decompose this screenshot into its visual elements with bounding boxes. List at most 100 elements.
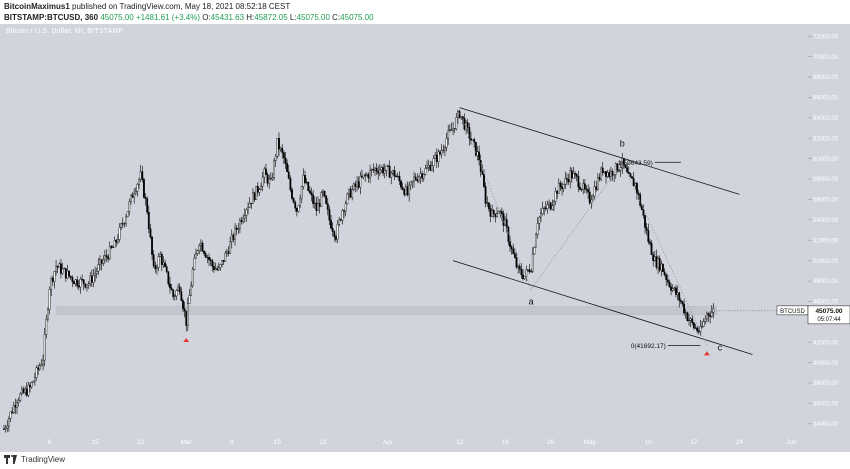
candle-body — [308, 190, 311, 194]
candle-body — [7, 418, 10, 427]
candle-body — [99, 259, 101, 265]
ohlc-row: BITSTAMP:BTCUSD, 360 45075.00 +1481.61 (… — [4, 12, 374, 23]
candle-body — [699, 326, 702, 333]
candle-body — [406, 186, 409, 195]
candle-body — [357, 181, 360, 188]
channel-lower-line[interactable] — [452, 260, 753, 355]
author-name[interactable]: BitcoinMaximus1 — [4, 2, 70, 11]
candle-body — [574, 173, 576, 175]
candle-body — [457, 111, 459, 118]
price-axis[interactable] — [808, 24, 850, 452]
candle-body — [242, 217, 245, 223]
candle-body — [496, 213, 498, 217]
candle-body — [260, 185, 262, 190]
candle-body — [489, 208, 492, 217]
candle-body — [541, 208, 544, 214]
candle-body — [538, 216, 541, 224]
candle-body — [569, 170, 572, 183]
price-tag[interactable] — [807, 305, 850, 325]
candle-body — [662, 263, 664, 272]
y-tick-label: 48000.00 — [813, 279, 839, 285]
candle-body — [295, 208, 298, 212]
candle-body — [281, 147, 284, 153]
candle-body — [658, 258, 661, 271]
y-tick-label: 68000.00 — [813, 75, 839, 81]
candle-body — [616, 163, 619, 172]
candle-body — [300, 186, 303, 200]
candle-body — [527, 269, 529, 271]
time-axis[interactable] — [0, 432, 808, 452]
candle-body — [670, 286, 672, 291]
candle-body — [518, 266, 521, 270]
candle-body — [592, 195, 594, 201]
candle-body — [6, 425, 9, 429]
tradingview-logo[interactable]: TradingView — [4, 455, 65, 464]
candle-body — [554, 191, 557, 202]
candle-body — [126, 211, 129, 218]
candle-body — [671, 288, 674, 291]
candle-body — [35, 367, 38, 378]
candle-body — [377, 170, 380, 174]
candle-body — [156, 267, 158, 270]
candle-body — [125, 216, 127, 224]
candle-body — [675, 287, 677, 295]
candle-body — [383, 170, 386, 174]
candle-body — [492, 209, 495, 215]
candle-body — [51, 278, 54, 282]
candle-body — [689, 318, 692, 321]
candle-body — [692, 322, 695, 329]
candle-body — [30, 382, 33, 388]
candle-body — [95, 271, 98, 274]
x-tick-label: 19 — [502, 439, 510, 446]
candle-body — [421, 173, 424, 179]
low-marker-arrow[interactable] — [183, 338, 190, 343]
candle-body — [143, 179, 145, 198]
candle-body — [320, 192, 323, 207]
candle-body — [614, 163, 617, 175]
header-change: +1481.61 (+3.4%) — [135, 13, 200, 22]
low-marker-arrow[interactable] — [703, 351, 710, 356]
candle-body — [352, 183, 355, 190]
candle-body — [427, 165, 430, 168]
candle-body — [450, 129, 453, 131]
y-tick-label: 40000.00 — [813, 361, 839, 367]
candle-body — [349, 188, 352, 198]
candle-body — [688, 319, 690, 321]
candle-body — [172, 289, 175, 297]
candle-body — [444, 147, 446, 151]
y-tick-label: 52000.00 — [813, 238, 839, 244]
y-tick-label: 62000.00 — [813, 136, 839, 142]
y-tick-label: 34000.00 — [813, 422, 839, 428]
candle-body — [24, 388, 27, 393]
channel-upper-line[interactable] — [459, 107, 740, 195]
candle-body — [439, 151, 441, 155]
y-tick-label: 64000.00 — [813, 116, 839, 122]
candle-body — [374, 167, 376, 171]
chart-area[interactable]: 1(59643.59) 0(41692.17) a b c 72000.00 70000.… — [0, 24, 850, 452]
candle-body — [701, 326, 703, 328]
candle-body — [243, 215, 246, 219]
candle-body — [118, 227, 121, 240]
support-zone[interactable] — [55, 306, 717, 316]
candle-body — [691, 318, 694, 323]
y-tick-label: 60000.00 — [813, 157, 839, 163]
candle-body — [686, 312, 689, 321]
candle-body — [227, 251, 230, 254]
candle-body — [12, 405, 15, 413]
candle-body — [261, 176, 264, 187]
candle-body — [408, 184, 411, 195]
candle-body — [390, 172, 393, 178]
candle-body — [649, 241, 651, 244]
candle-body — [107, 256, 110, 260]
candle-body — [34, 377, 36, 382]
candle-body — [567, 179, 570, 183]
candle-body — [631, 176, 633, 179]
candle-body — [258, 189, 261, 193]
candle-body — [603, 171, 606, 173]
candle-body — [128, 201, 131, 212]
wave-path[interactable] — [459, 112, 708, 346]
candle-body — [255, 185, 258, 200]
candle-body — [86, 284, 88, 288]
candle-body — [471, 139, 474, 141]
price-chart[interactable]: 1(59643.59) 0(41692.17) a b c 72000.00 70000.… — [0, 24, 850, 452]
